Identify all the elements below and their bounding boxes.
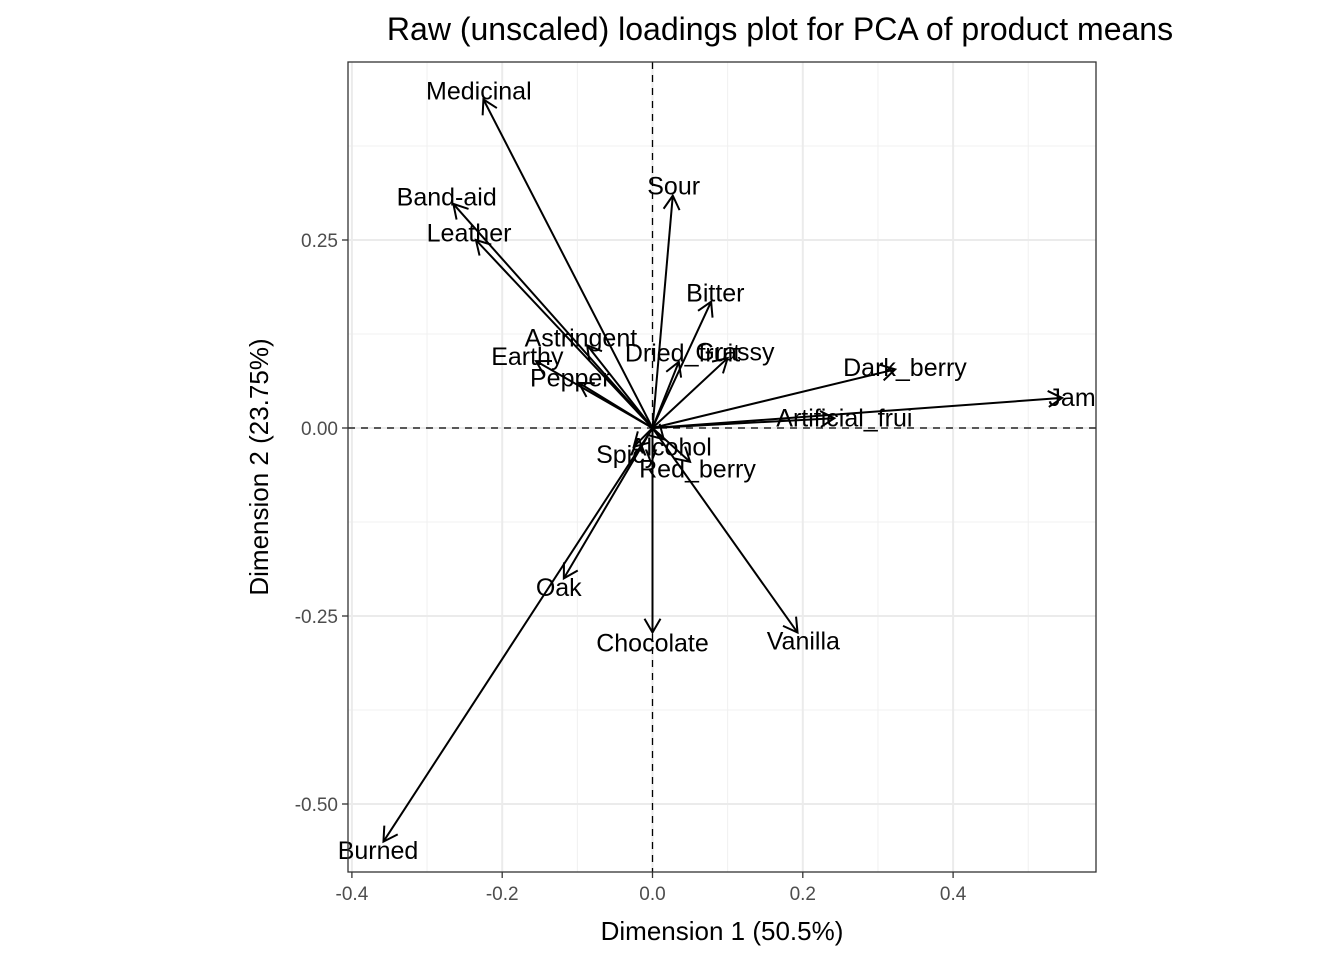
vector-arrowhead bbox=[452, 202, 469, 220]
loading-vectors bbox=[382, 97, 1065, 844]
label-alcohol: Alcohol bbox=[630, 433, 712, 461]
vector-shaft bbox=[652, 417, 835, 429]
y-axis-title: Dimension 2 (23.75%) bbox=[244, 338, 274, 595]
vector-arrowhead bbox=[819, 410, 837, 428]
variable-labels: Medicinal Band-aid Leather Sour Bitter Astrin… bbox=[338, 77, 1096, 864]
vector-pepper bbox=[577, 381, 654, 429]
label-chocolate: Chocolate bbox=[596, 630, 709, 658]
x-tick-label: -0.4 bbox=[336, 884, 369, 905]
vector-shaft bbox=[382, 427, 654, 843]
label-dark-berry: Dark_berry bbox=[843, 354, 967, 382]
vector-dried-fruit bbox=[651, 359, 683, 429]
vector-sour bbox=[651, 193, 681, 429]
vector-shaft bbox=[651, 427, 799, 634]
x-tick-label: 0.2 bbox=[790, 884, 816, 905]
vector-arrowhead bbox=[674, 446, 692, 464]
vector-arrowhead bbox=[534, 360, 553, 376]
vector-arrowhead bbox=[665, 359, 683, 378]
vector-arrowhead bbox=[711, 356, 730, 374]
y-tick-label: -0.50 bbox=[295, 795, 338, 816]
vector-chocolate bbox=[643, 428, 662, 635]
vector-vanilla bbox=[651, 427, 799, 635]
label-spicy: Spicy bbox=[596, 441, 658, 469]
y-tick-label: 0.00 bbox=[301, 419, 338, 440]
vector-arrowhead bbox=[1047, 390, 1065, 408]
vector-shaft bbox=[651, 301, 713, 429]
vector-arrowhead bbox=[585, 343, 603, 362]
label-red-berry: Red_berry bbox=[639, 456, 756, 484]
y-tick-label: 0.25 bbox=[301, 231, 338, 252]
vector-shaft bbox=[475, 239, 654, 429]
y-tick-label: -0.25 bbox=[295, 607, 338, 628]
vector-arrowhead bbox=[382, 825, 399, 844]
x-tick-label: -0.2 bbox=[486, 884, 519, 905]
label-oak: Oak bbox=[536, 574, 582, 602]
vector-shaft bbox=[652, 396, 1063, 429]
vector-arrowhead bbox=[662, 193, 681, 211]
vector-burned bbox=[382, 427, 654, 844]
label-artificial-frui: Artificial_frui bbox=[776, 405, 912, 433]
label-grassy: Grassy bbox=[695, 338, 775, 366]
vector-shaft bbox=[578, 382, 654, 429]
vector-leather bbox=[474, 238, 654, 429]
vector-band-aid bbox=[452, 202, 654, 429]
vector-grassy bbox=[651, 356, 730, 429]
label-bitter: Bitter bbox=[686, 280, 744, 308]
vector-shaft bbox=[562, 427, 654, 579]
chart-title: Raw (unscaled) loadings plot for PCA of … bbox=[387, 11, 1173, 47]
vector-jam bbox=[652, 390, 1065, 429]
vector-shaft bbox=[586, 344, 654, 429]
label-jam: Jam bbox=[1048, 384, 1095, 412]
vector-arrowhead bbox=[474, 238, 492, 256]
x-tick-label: 0.4 bbox=[940, 884, 967, 905]
vector-shaft bbox=[652, 368, 896, 429]
vector-shaft bbox=[452, 203, 654, 429]
vector-bitter bbox=[651, 299, 714, 429]
axis-ticks: -0.4 -0.2 0.0 0.2 0.4 -0.50 -0.25 0.00 0.25 bbox=[295, 231, 967, 905]
vector-arrowhead bbox=[697, 299, 714, 318]
label-pepper: Pepper bbox=[530, 365, 611, 393]
vector-astringent bbox=[585, 343, 654, 429]
x-tick-label: 0.0 bbox=[639, 884, 665, 905]
label-sour: Sour bbox=[647, 173, 700, 201]
label-medicinal: Medicinal bbox=[426, 77, 532, 105]
label-band-aid: Band-aid bbox=[397, 183, 497, 211]
x-axis-title: Dimension 1 (50.5%) bbox=[601, 916, 844, 946]
vector-arrowhead bbox=[562, 562, 579, 581]
vector-arrowhead bbox=[481, 97, 498, 116]
vector-artificial-frui bbox=[652, 410, 837, 429]
label-dried-fruit: Dried_fruit bbox=[625, 340, 740, 368]
vector-medicinal bbox=[481, 97, 654, 429]
vector-arrowhead bbox=[782, 616, 799, 635]
vector-shaft bbox=[651, 195, 674, 429]
vector-arrowhead bbox=[577, 381, 595, 398]
label-vanilla: Vanilla bbox=[767, 628, 840, 656]
grid-lines bbox=[348, 62, 1096, 872]
label-burned: Burned bbox=[338, 837, 419, 865]
label-earthy: Earthy bbox=[491, 343, 564, 371]
vector-shaft bbox=[651, 361, 680, 429]
label-leather: Leather bbox=[427, 220, 512, 248]
vector-shaft bbox=[482, 98, 654, 429]
panel-border bbox=[347, 61, 1097, 873]
vector-shaft bbox=[651, 357, 729, 429]
vector-arrowhead bbox=[879, 363, 898, 382]
label-astringent: Astringent bbox=[525, 324, 638, 352]
vector-dark-berry bbox=[652, 363, 898, 429]
vector-oak bbox=[562, 427, 654, 581]
vector-arrowhead bbox=[643, 618, 662, 635]
